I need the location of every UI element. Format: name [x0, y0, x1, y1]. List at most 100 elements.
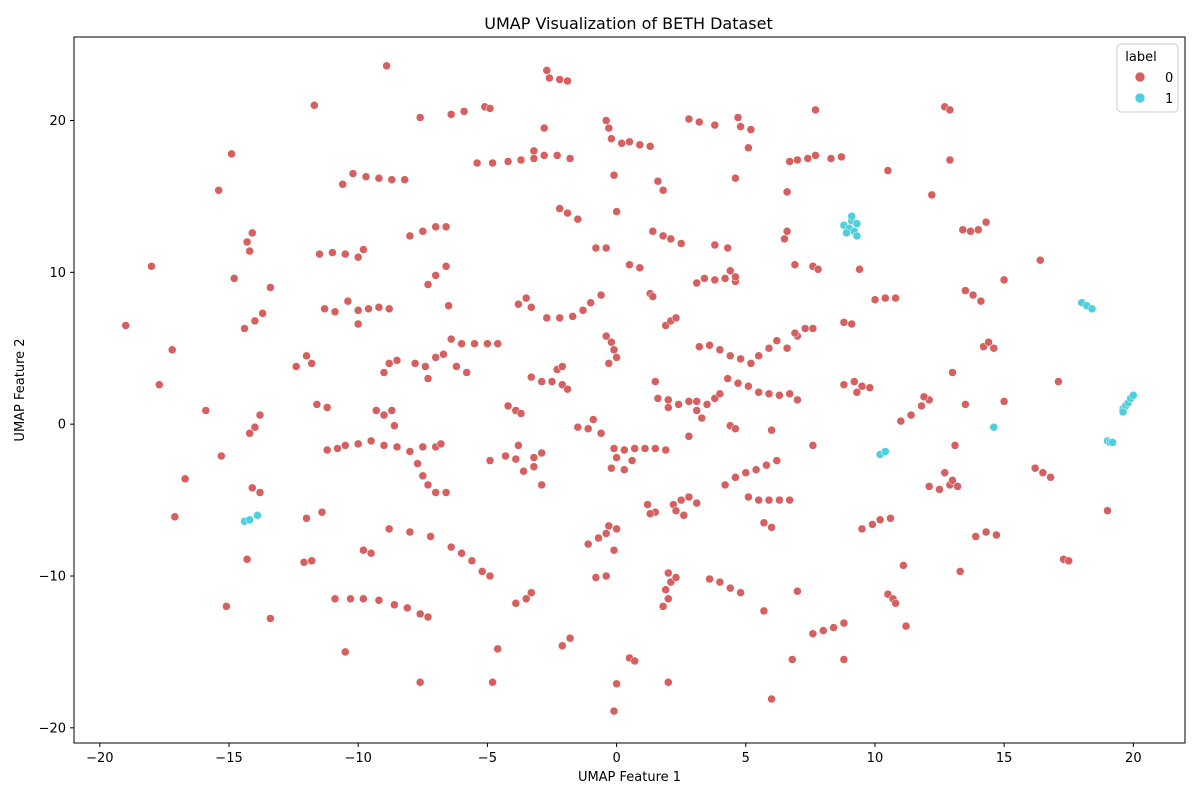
data-point-label-0 [521, 293, 531, 303]
data-point-label-0 [322, 403, 332, 412]
data-point-label-0 [695, 342, 704, 351]
data-point-label-0 [1054, 377, 1063, 386]
data-point-label-0 [981, 217, 991, 227]
data-point-label-0 [384, 359, 394, 368]
data-point-label-0 [384, 524, 394, 534]
data-point-label-0 [317, 507, 327, 517]
data-point-label-0 [415, 678, 425, 687]
data-point-label-0 [870, 295, 880, 304]
data-point-label-0 [790, 328, 800, 338]
data-point-label-0 [800, 324, 810, 333]
data-point-label-0 [436, 439, 446, 449]
data-point-label-0 [883, 166, 893, 175]
data-point-label-0 [511, 454, 521, 464]
x-axis-label: UMAP Feature 1 [578, 770, 681, 785]
data-point-label-0 [596, 429, 606, 438]
data-point-label-0 [573, 422, 583, 432]
data-point-label-0 [671, 573, 681, 582]
data-point-label-0 [563, 76, 572, 86]
data-point-label-0 [731, 272, 740, 282]
data-point-label-0 [539, 123, 549, 133]
data-point-label-0 [415, 113, 425, 122]
data-point-label-0 [555, 75, 564, 84]
data-point-label-0 [950, 441, 960, 450]
data-point-label-0 [684, 114, 694, 124]
data-point-label-0 [612, 207, 621, 216]
data-point-label-0 [568, 312, 577, 321]
data-point-label-0 [720, 274, 730, 283]
data-point-label-0 [214, 186, 223, 195]
data-point-label-0 [935, 485, 944, 494]
data-point-label-0 [762, 460, 771, 470]
data-point-label-0 [423, 280, 433, 289]
data-point-label-0 [341, 441, 350, 450]
data-point-label-0 [446, 110, 456, 119]
data-point-label-0 [307, 556, 316, 566]
data-point-label-0 [555, 204, 564, 213]
data-point-label-0 [710, 120, 720, 130]
data-point-label-0 [457, 548, 466, 558]
data-point-label-1 [881, 447, 890, 456]
data-point-label-0 [366, 548, 376, 558]
data-point-label-0 [607, 463, 616, 473]
data-point-label-0 [764, 343, 774, 353]
data-point-label-0 [441, 262, 451, 271]
data-point-label-0 [948, 476, 957, 485]
data-point-label-0 [731, 173, 740, 183]
data-point-label-0 [155, 380, 164, 389]
data-point-label-0 [322, 445, 332, 455]
data-point-label-0 [537, 480, 546, 490]
x-tick-label: 20 [1125, 751, 1142, 766]
data-point-label-0 [811, 151, 820, 160]
data-point-label-0 [390, 600, 399, 610]
data-point-label-0 [248, 483, 257, 493]
data-point-label-0 [790, 260, 800, 269]
data-point-label-0 [620, 465, 629, 474]
data-point-label-0 [775, 495, 784, 505]
points-layer [121, 61, 1138, 716]
data-point-label-0 [775, 391, 784, 400]
data-point-label-0 [266, 283, 275, 292]
data-point-label-0 [782, 187, 792, 197]
data-point-label-0 [875, 515, 885, 525]
data-point-label-0 [751, 465, 761, 474]
legend-swatch-0 [1134, 71, 1146, 83]
data-point-label-0 [423, 374, 433, 383]
data-point-label-0 [382, 61, 391, 71]
data-point-label-0 [547, 377, 557, 386]
data-point-label-0 [780, 234, 789, 244]
data-point-label-0 [583, 539, 593, 549]
data-point-label-0 [726, 351, 735, 361]
data-point-label-0 [630, 444, 639, 453]
data-point-label-0 [596, 290, 606, 300]
data-point-label-0 [627, 456, 637, 465]
data-point-label-0 [837, 152, 846, 162]
data-point-label-0 [684, 397, 694, 406]
data-point-label-0 [240, 324, 249, 333]
x-tick-label: −20 [86, 751, 113, 766]
data-point-label-0 [242, 237, 252, 247]
data-point-label-0 [891, 293, 900, 303]
x-tick-label: −5 [478, 751, 497, 766]
data-point-label-0 [635, 140, 645, 150]
data-point-label-0 [976, 296, 986, 306]
data-point-label-0 [767, 694, 776, 704]
data-point-label-0 [601, 529, 611, 538]
data-point-label-0 [565, 154, 575, 163]
data-point-label-0 [516, 409, 526, 418]
data-point-label-0 [961, 400, 970, 409]
data-point-label-0 [467, 556, 477, 566]
data-point-label-0 [612, 524, 621, 534]
data-point-label-0 [374, 303, 384, 312]
data-point-label-0 [527, 588, 536, 597]
data-point-label-0 [782, 343, 792, 353]
data-point-label-0 [462, 368, 471, 377]
data-point-label-1 [852, 231, 862, 241]
data-point-label-0 [250, 422, 260, 432]
data-point-label-0 [671, 506, 681, 515]
data-point-label-0 [589, 415, 598, 424]
data-point-label-0 [415, 609, 425, 619]
data-point-label-0 [648, 227, 658, 236]
data-point-label-0 [666, 234, 676, 244]
data-point-label-0 [924, 482, 934, 491]
